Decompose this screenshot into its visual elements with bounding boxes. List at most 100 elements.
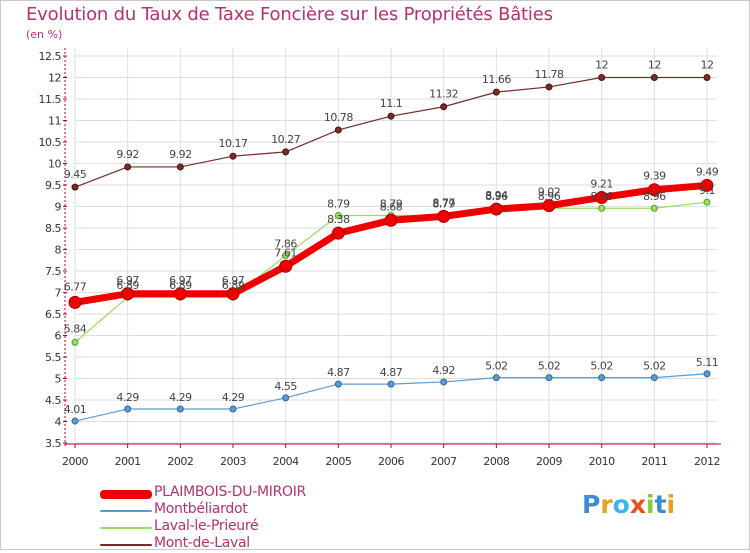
legend-label: PLAIMBOIS-DU-MIROIR [154,484,306,500]
series-lines [68,74,714,425]
data-point [700,178,714,192]
data-label: 6.97 [116,274,139,287]
x-tick-label: 2002 [167,455,193,468]
data-label: 5.84 [64,322,87,335]
data-label: 6.89 [169,279,192,292]
y-tick-label: 10 [48,158,61,171]
data-label: 8.77 [432,196,455,209]
data-label: 8.79 [327,198,350,211]
data-point [334,212,342,220]
line-chart: 3.544.555.566.577.588.599.51010.51111.51… [39,48,721,468]
x-tick-label: 2009 [536,455,562,468]
data-label: 8.96 [485,190,508,203]
legend-item: Montbéliardot [100,501,360,519]
data-label: 12 [648,59,661,72]
grid [74,48,717,444]
data-point [173,287,187,301]
data-point [542,199,556,213]
y-tick-label: 9 [55,201,62,214]
data-label: 11.32 [429,88,458,101]
data-point [440,103,448,111]
data-point [384,213,398,227]
data-point [545,374,553,382]
data-label: 4.55 [274,380,297,393]
y-tick-label: 7.5 [45,265,61,278]
x-tick-label: 2003 [220,455,246,468]
x-tick-label: 2006 [378,455,404,468]
data-label: 5.11 [696,356,719,369]
data-point [387,380,395,388]
y-tick-label: 4.5 [45,394,61,407]
data-label: 9.21 [590,177,613,190]
data-label: 8.94 [485,189,508,202]
data-point [279,259,293,273]
data-point [176,405,184,413]
data-label: 10.78 [324,111,353,124]
data-point [124,405,132,413]
x-tick-label: 2007 [431,455,457,468]
data-point [545,83,553,91]
legend: PLAIMBOIS-DU-MIROIR Montbéliardot Laval-le… [100,484,360,553]
data-point [334,380,342,388]
y-tick-label: 11 [48,115,61,128]
data-point [703,370,711,378]
y-tick-label: 5.5 [45,351,61,364]
data-point [492,88,500,96]
y-tick-label: 10.5 [39,136,62,149]
chart-title: Evolution du Taux de Taxe Foncière sur l… [26,4,553,25]
legend-item: PLAIMBOIS-DU-MIROIR [100,484,360,502]
data-label: 4.01 [64,403,87,416]
data-point [598,204,606,212]
data-label: 7.86 [274,238,297,251]
data-point [492,374,500,382]
y-tick-label: 6.5 [45,308,61,321]
y-tick-label: 3.5 [45,437,61,450]
legend-swatch [100,544,152,546]
legend-label: Mont-de-Laval [154,535,250,551]
data-point [71,417,79,425]
x-tick-label: 2011 [641,455,667,468]
x-tick-label: 2004 [273,455,299,468]
data-label: 11.78 [535,68,564,81]
y-tick-label: 4 [55,416,62,429]
data-label: 12 [595,59,608,72]
logo-letter: o [612,490,630,519]
data-label: 6.97 [222,274,245,287]
y-tick-label: 9.5 [45,179,61,192]
y-tick-label: 11.5 [39,93,62,106]
data-point [334,126,342,134]
data-label: 8.79 [432,198,455,211]
data-label: 4.92 [432,364,455,377]
y-tick-label: 8 [55,244,62,257]
data-point [68,295,82,309]
data-label: 8.96 [643,190,666,203]
data-point [387,112,395,120]
data-point [440,378,448,386]
logo-letter: r [600,490,613,519]
data-label: 12 [701,59,714,72]
data-label: 9.02 [538,186,561,199]
data-label: 4.29 [222,391,245,404]
data-point [598,374,606,382]
x-tick-label: 2005 [325,455,351,468]
data-point [331,226,345,240]
data-point [650,204,658,212]
logo-letter: P [582,490,601,519]
data-label: 6.89 [116,279,139,292]
y-tick-label: 5 [55,373,62,386]
legend-swatch [100,489,152,499]
data-point [282,148,290,156]
data-label: 10.17 [219,137,248,150]
proxiti-logo: Proxiti [582,490,675,519]
data-point [282,394,290,402]
y-tick-label: 12.5 [39,50,62,63]
data-label: 8.96 [590,190,613,203]
logo-letter: i [646,490,655,519]
data-label: 8.68 [380,200,403,213]
x-tick-label: 2008 [483,455,509,468]
y-tick-label: 7 [55,287,62,300]
data-point [489,202,503,216]
x-tick-label: 2001 [115,455,141,468]
data-point [598,74,606,81]
